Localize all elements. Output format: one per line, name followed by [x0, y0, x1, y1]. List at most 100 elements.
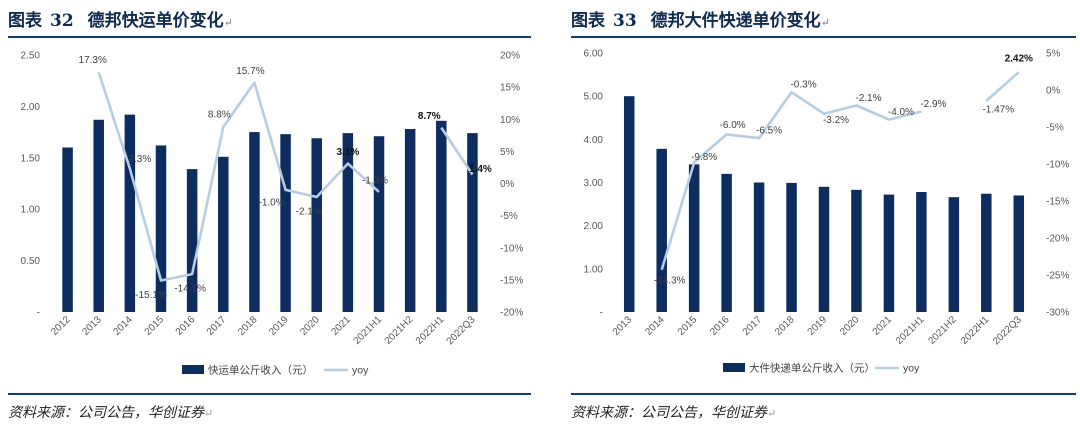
bar: [342, 133, 354, 312]
source-rule: [571, 393, 1076, 395]
y-right-tick-label: 5%: [500, 147, 515, 158]
y-right-tick-label: -20%: [1046, 234, 1069, 245]
yoy-data-label: -24.3%: [654, 275, 686, 286]
bar: [249, 132, 260, 312]
yoy-data-label: -4.0%: [888, 107, 914, 118]
x-tick-label: 2022H1: [414, 314, 447, 347]
x-tick-label: 2021H1: [352, 314, 385, 347]
yoy-data-label: -2.1%: [855, 93, 881, 104]
bar: [436, 120, 447, 313]
yoy-data-label: -0.3%: [790, 80, 816, 91]
source-note: 资料来源：公司公告，华创证券↵: [571, 402, 776, 422]
bar: [721, 173, 732, 312]
bar: [623, 96, 635, 312]
y-right-tick-label: -30%: [1046, 308, 1069, 319]
legend-line-label: yoy: [903, 363, 920, 375]
y-left-tick-label: 1.00: [21, 205, 41, 216]
figure-label: 图表: [571, 11, 605, 31]
x-tick-label: 2013: [611, 314, 635, 338]
y-left-tick-label: 1.50: [21, 153, 41, 164]
x-tick-label: 2013: [80, 314, 104, 338]
yoy-data-label: 2.3%: [128, 154, 151, 165]
yoy-data-label: -6.0%: [720, 120, 746, 131]
x-tick-label: 2019: [806, 314, 830, 338]
bar: [124, 114, 136, 313]
y-left-tick-label: 2.50: [21, 51, 41, 62]
bar: [467, 133, 478, 312]
yoy-line: [97, 71, 380, 282]
source-rule: [8, 393, 531, 395]
source-text: 资料来源：公司公告，华创证券: [8, 405, 204, 421]
source-text: 资料来源：公司公告，华创证券: [571, 405, 767, 421]
bar: [155, 145, 167, 312]
yoy-line: [985, 71, 1020, 102]
bar: [948, 197, 960, 312]
bar: [753, 182, 765, 312]
figure-number: 32: [50, 11, 74, 31]
figure-caption: 德邦大件快递单价变化: [650, 11, 821, 31]
figure-number: 33: [613, 11, 637, 31]
bar: [818, 186, 830, 312]
bar: [688, 164, 700, 312]
y-right-tick-label: -10%: [1046, 160, 1069, 171]
x-tick-label: 2016: [708, 314, 732, 338]
bar: [883, 194, 895, 312]
yoy-data-label: 3.1%: [336, 147, 359, 158]
x-tick-label: 2022Q3: [445, 314, 478, 347]
y-right-tick-label: 20%: [500, 51, 520, 62]
bar: [186, 169, 198, 312]
x-tick-label: 2021H1: [894, 314, 927, 347]
y-right-tick-label: 0%: [1046, 86, 1061, 97]
return-mark: ↵: [204, 407, 214, 420]
chart-33: - 1.00 2.00 3.00 4.00 5.00 6.00 -30% -25% -20% -15…: [584, 49, 1070, 375]
y-left-tick-label: 4.00: [584, 135, 604, 146]
yoy-data-label: -1.3%: [362, 175, 388, 186]
x-tick-label: 2022Q3: [991, 314, 1024, 347]
yoy-line: [660, 90, 922, 271]
x-tick-label: 2015: [676, 314, 700, 338]
bar: [311, 138, 322, 312]
x-tick-label: 2020: [838, 314, 862, 338]
figure-caption: 德邦快运单价变化: [87, 11, 224, 31]
legend-bar-label: 快运单公斤收入（元）: [208, 364, 313, 377]
legend-bar-label: 大件快递单公斤收入（元）: [749, 362, 875, 375]
bar: [851, 189, 862, 312]
x-tick-label: 2018: [773, 314, 797, 338]
x-tick-label: 2020: [298, 314, 322, 338]
x-tick-label: 2014: [111, 314, 135, 338]
x-tick-label: 2021H2: [926, 314, 959, 347]
bar: [404, 129, 416, 312]
figure-title: 图表 32 德邦快运单价变化↵: [8, 6, 233, 31]
title-rule: [8, 36, 531, 38]
figure-title: 图表 33 德邦大件快递单价变化↵: [571, 6, 830, 31]
y-right-tick-label: -20%: [500, 308, 523, 319]
chart-32: - 0.50 1.00 1.50 2.00 2.50 -20% -15% -10% -5% 0% 5%…: [21, 51, 524, 377]
y-left-tick-label: 0.50: [21, 256, 41, 267]
y-right-tick-label: -15%: [1046, 197, 1069, 208]
yoy-data-label: -1.0%: [259, 197, 285, 208]
y-left-tick-label: -: [600, 308, 603, 319]
y-right-tick-label: 15%: [500, 83, 520, 94]
y-left-tick-label: 5.00: [584, 92, 604, 103]
y-left-tick-label: -: [37, 308, 40, 319]
source-note: 资料来源：公司公告，华创证券↵: [8, 402, 213, 422]
legend-bar-swatch: [182, 365, 204, 374]
x-tick-label: 2012: [49, 314, 73, 338]
bar: [218, 156, 229, 312]
yoy-data-label: 15.7%: [236, 66, 264, 77]
yoy-data-label: 17.3%: [79, 55, 107, 66]
x-tick-label: 2017: [741, 314, 765, 338]
bar: [656, 148, 667, 312]
x-tick-label: 2019: [267, 314, 291, 338]
y-right-tick-label: -25%: [1046, 271, 1069, 282]
bar: [62, 147, 73, 312]
x-tick-label: 2015: [143, 314, 167, 338]
x-tick-label: 2021H2: [383, 314, 416, 347]
bar: [981, 193, 992, 312]
return-mark: ↵: [767, 407, 777, 420]
bar: [280, 134, 291, 312]
bar: [1013, 195, 1025, 312]
bar: [786, 182, 797, 312]
yoy-data-label: -2.1%: [296, 206, 322, 217]
bar: [93, 119, 104, 312]
